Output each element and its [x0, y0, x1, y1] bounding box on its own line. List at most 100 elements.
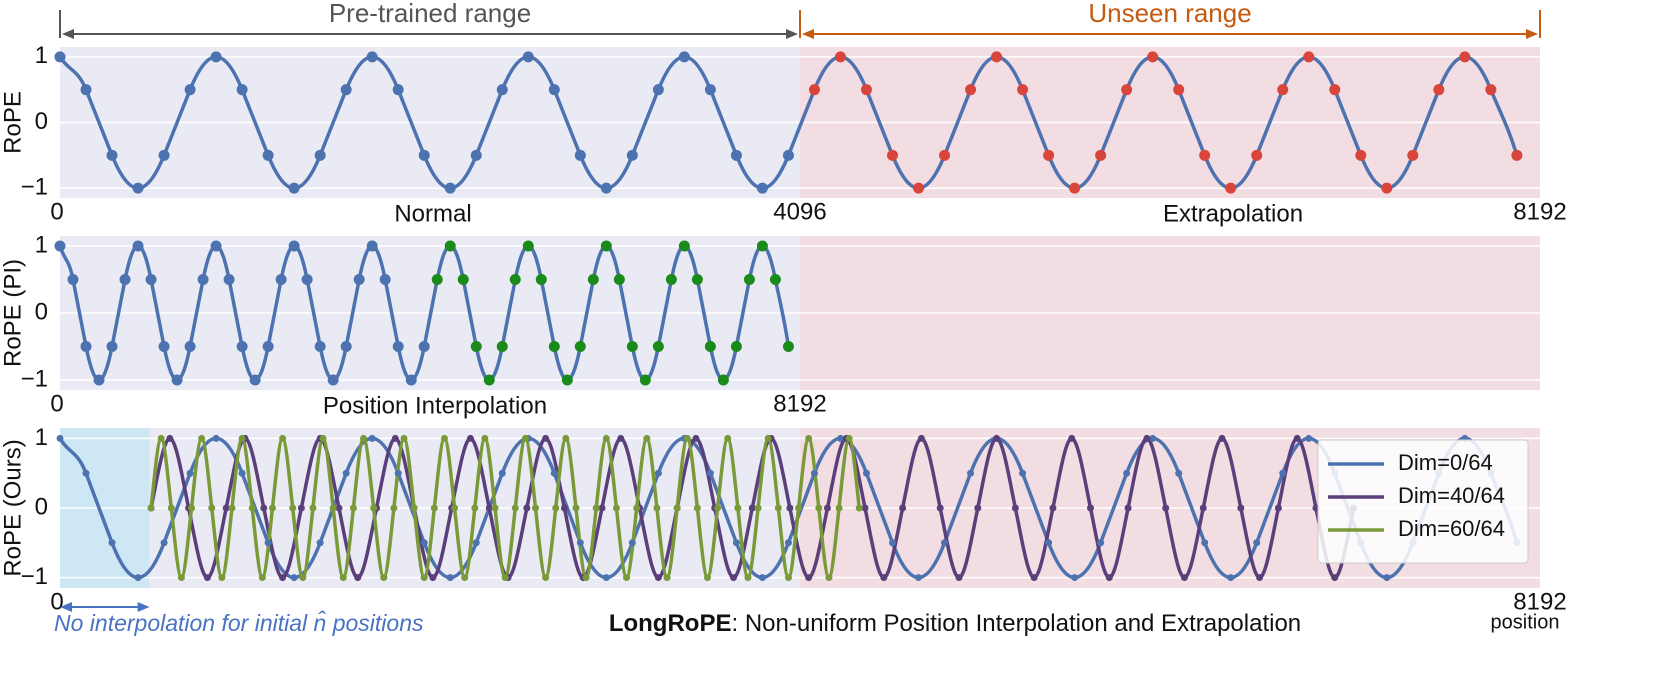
data-point	[379, 274, 391, 286]
data-point	[1071, 574, 1079, 582]
data-point	[82, 469, 90, 477]
data-point	[993, 434, 1001, 442]
data-point	[1459, 51, 1471, 63]
data-point	[991, 51, 1003, 63]
data-point	[496, 84, 508, 96]
data-point	[353, 274, 365, 286]
data-point	[418, 149, 430, 161]
data-point	[197, 274, 209, 286]
data-point	[511, 504, 519, 512]
data-point	[1069, 182, 1081, 194]
data-point	[602, 434, 610, 442]
data-point	[360, 434, 368, 442]
data-point	[743, 274, 755, 286]
data-point	[576, 539, 584, 547]
data-point	[786, 504, 794, 512]
data-point	[678, 240, 690, 252]
data-point	[177, 574, 185, 582]
data-point	[815, 504, 823, 512]
data-point	[288, 240, 300, 252]
data-point	[889, 539, 896, 547]
data-point	[335, 504, 343, 512]
data-point	[678, 51, 690, 63]
data-point	[592, 504, 600, 512]
data-point	[600, 240, 612, 252]
data-point	[936, 504, 944, 512]
data-point	[134, 574, 142, 582]
data-point	[1180, 574, 1188, 582]
data-point	[167, 504, 175, 512]
data-point	[429, 574, 437, 582]
data-point	[756, 240, 768, 252]
data-point	[714, 504, 722, 512]
data-point	[1218, 434, 1226, 442]
data-point	[717, 374, 729, 386]
data-point	[171, 374, 183, 386]
data-point	[319, 434, 327, 442]
data-point	[339, 574, 347, 582]
data-point	[238, 434, 246, 442]
data-point	[1149, 434, 1157, 442]
data-point	[1175, 469, 1183, 477]
data-point	[1030, 574, 1038, 582]
data-point	[1068, 434, 1076, 442]
data-point	[782, 149, 794, 161]
data-point	[491, 504, 499, 512]
data-point	[67, 274, 79, 286]
data-point	[654, 574, 662, 582]
data-point	[56, 434, 64, 442]
data-point	[444, 182, 456, 194]
data-point	[440, 434, 448, 442]
x-tick-label: 0	[50, 198, 63, 225]
data-point	[166, 434, 174, 442]
data-point	[550, 469, 558, 477]
data-point	[1331, 574, 1339, 582]
data-point	[509, 274, 521, 286]
data-point	[279, 434, 287, 442]
data-point	[1383, 574, 1391, 582]
x-tick-label: 0	[50, 588, 63, 615]
data-point	[264, 539, 272, 547]
y-tick-label: 1	[35, 231, 48, 258]
data-point	[764, 434, 772, 442]
data-point	[1045, 539, 1053, 547]
data-point	[1277, 84, 1289, 96]
data-point	[391, 434, 399, 442]
data-point	[106, 149, 118, 161]
data-point	[275, 274, 287, 286]
data-point	[342, 469, 350, 477]
data-point	[653, 504, 661, 512]
caption-bold: LongRoPE	[609, 610, 732, 637]
data-point	[1124, 504, 1132, 512]
data-point	[706, 469, 714, 477]
data-point	[887, 149, 898, 161]
x-tick-label: 0	[50, 390, 63, 417]
panel-label: Position Interpolation	[323, 392, 547, 419]
data-point	[955, 574, 963, 582]
data-point	[754, 504, 762, 512]
data-point	[208, 504, 216, 512]
data-point	[795, 504, 803, 512]
data-point	[860, 84, 872, 96]
range-arrow-head	[786, 29, 798, 39]
data-point	[784, 539, 792, 547]
data-point	[880, 574, 888, 582]
data-point	[1511, 149, 1523, 161]
data-point	[774, 504, 782, 512]
data-point	[228, 504, 236, 512]
data-point	[1017, 84, 1029, 96]
data-point	[782, 340, 794, 352]
data-point	[1162, 504, 1170, 512]
data-point	[862, 469, 870, 477]
data-point	[665, 274, 677, 286]
data-point	[626, 149, 638, 161]
data-point	[1049, 504, 1057, 512]
range-arrow-head	[1526, 29, 1538, 39]
data-point	[106, 340, 118, 352]
data-point	[80, 84, 92, 96]
data-point	[808, 84, 820, 96]
data-point	[314, 149, 326, 161]
y-tick-label: 1	[35, 42, 48, 69]
data-point	[643, 434, 651, 442]
